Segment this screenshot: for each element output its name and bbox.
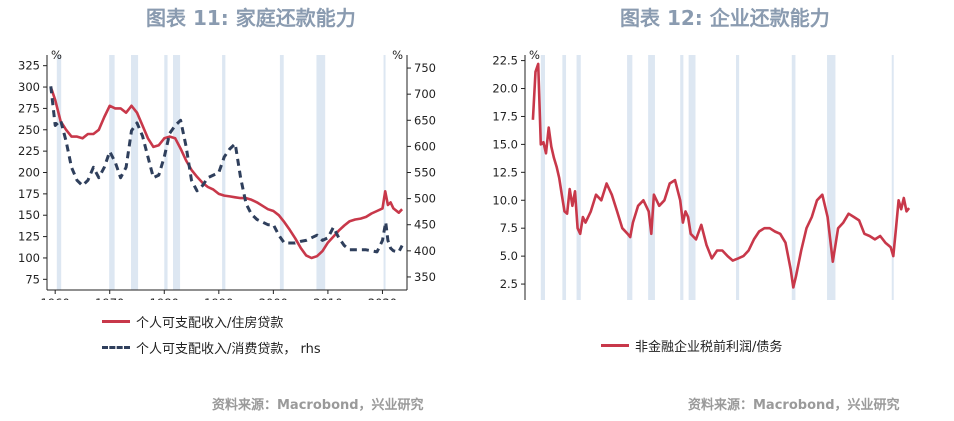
left-figure-title: 图表 11: 家庭还款能力 [146, 6, 356, 30]
recession-band [316, 55, 326, 290]
y-tick-label: 225 [18, 144, 40, 158]
y-tick-label: 200 [18, 166, 40, 180]
recession-band [540, 55, 545, 300]
x-tick-label: 2020 [368, 296, 397, 300]
recession-band [222, 55, 226, 290]
legend-label-corporate: 非金融企业税前利润/债务 [635, 340, 783, 355]
recession-band [791, 55, 796, 300]
y2-tick-label: 400 [414, 244, 436, 258]
y-tick-label: 20.0 [492, 82, 518, 96]
x-tick-label: 2010 [313, 296, 342, 300]
y-tick-label: 7.5 [500, 221, 518, 235]
y2-tick-label: 700 [414, 87, 436, 101]
series-line-1 [49, 86, 404, 260]
legend-label-mortgage: 个人可支配收入/住房贷款 [136, 316, 284, 331]
y2-tick-label: 600 [414, 139, 436, 153]
recession-band [279, 55, 284, 290]
y2-tick-label: 750 [414, 61, 436, 75]
recession-band [109, 55, 115, 290]
left-source-note: 资料来源：Macrobond，兴业研究 [212, 398, 424, 413]
y2-tick-label: 650 [414, 113, 436, 127]
y-tick-label: 125 [18, 230, 40, 244]
y-unit-label: % [51, 48, 62, 62]
recession-band [164, 55, 168, 290]
y-tick-label: 300 [18, 80, 40, 94]
recession-band [827, 55, 836, 300]
y-tick-label: 75 [25, 272, 40, 286]
y-tick-label: 17.5 [492, 109, 518, 123]
legend-solid-line-swatch [102, 320, 130, 323]
y-tick-label: 150 [18, 208, 40, 222]
y-tick-label: 15.0 [492, 137, 518, 151]
x-tick-label: 1980 [150, 296, 179, 300]
recession-band [627, 55, 633, 300]
legend-label-consumer: 个人可支配收入/消费贷款， rhs [136, 342, 321, 357]
series-line-2 [49, 86, 404, 254]
legend-dashed-line-swatch [102, 346, 130, 349]
recession-band [648, 55, 655, 300]
y-tick-label: 2.5 [500, 277, 518, 291]
y-tick-label: 250 [18, 123, 40, 137]
legend-solid-line-swatch [601, 344, 629, 347]
y-unit-label: % [529, 48, 540, 62]
x-tick-label: 1970 [95, 296, 124, 300]
y2-tick-label: 450 [414, 218, 436, 232]
recession-band [56, 55, 62, 290]
recession-band [576, 55, 581, 300]
household-repayment-chart: 75 100 125 150 175 200 225 250 275 300 325% 350 400 4… [18, 48, 436, 300]
corporate-repayment-chart: 0.02.55.07.510.012.515.017.520.022.5%196… [492, 48, 911, 300]
recession-band [562, 55, 567, 300]
recession-band [131, 55, 139, 290]
x-tick-label: 2000 [259, 296, 288, 300]
right-source-note: 资料来源：Macrobond，兴业研究 [688, 398, 900, 413]
recession-band [173, 55, 181, 290]
recession-band [383, 55, 386, 290]
y-tick-label: 5.0 [500, 249, 518, 263]
legend-item-consumer: 个人可支配收入/消费贷款， rhs [102, 338, 321, 357]
y-tick-label: 175 [18, 187, 40, 201]
series-line-1 [531, 62, 911, 289]
y2-unit-label: % [392, 48, 403, 62]
legend-item-mortgage: 个人可支配收入/住房贷款 [102, 312, 283, 331]
legend-item-corporate: 非金融企业税前利润/债务 [601, 336, 782, 355]
y-tick-label: 10.0 [492, 193, 518, 207]
y-tick-label: 325 [18, 59, 40, 73]
y-tick-label: 12.5 [492, 165, 518, 179]
recession-band [680, 55, 684, 300]
y2-tick-label: 350 [414, 270, 436, 284]
y-tick-label: 22.5 [492, 54, 518, 68]
right-figure-title: 图表 12: 企业还款能力 [620, 6, 830, 30]
y2-tick-label: 500 [414, 192, 436, 206]
x-tick-label: 1960 [41, 296, 70, 300]
y2-tick-label: 550 [414, 166, 436, 180]
y-tick-label: 100 [18, 251, 40, 265]
recession-band [688, 55, 696, 300]
x-tick-label: 1990 [204, 296, 233, 300]
y-tick-label: 275 [18, 101, 40, 115]
recession-band [735, 55, 740, 300]
recession-band [891, 55, 894, 300]
